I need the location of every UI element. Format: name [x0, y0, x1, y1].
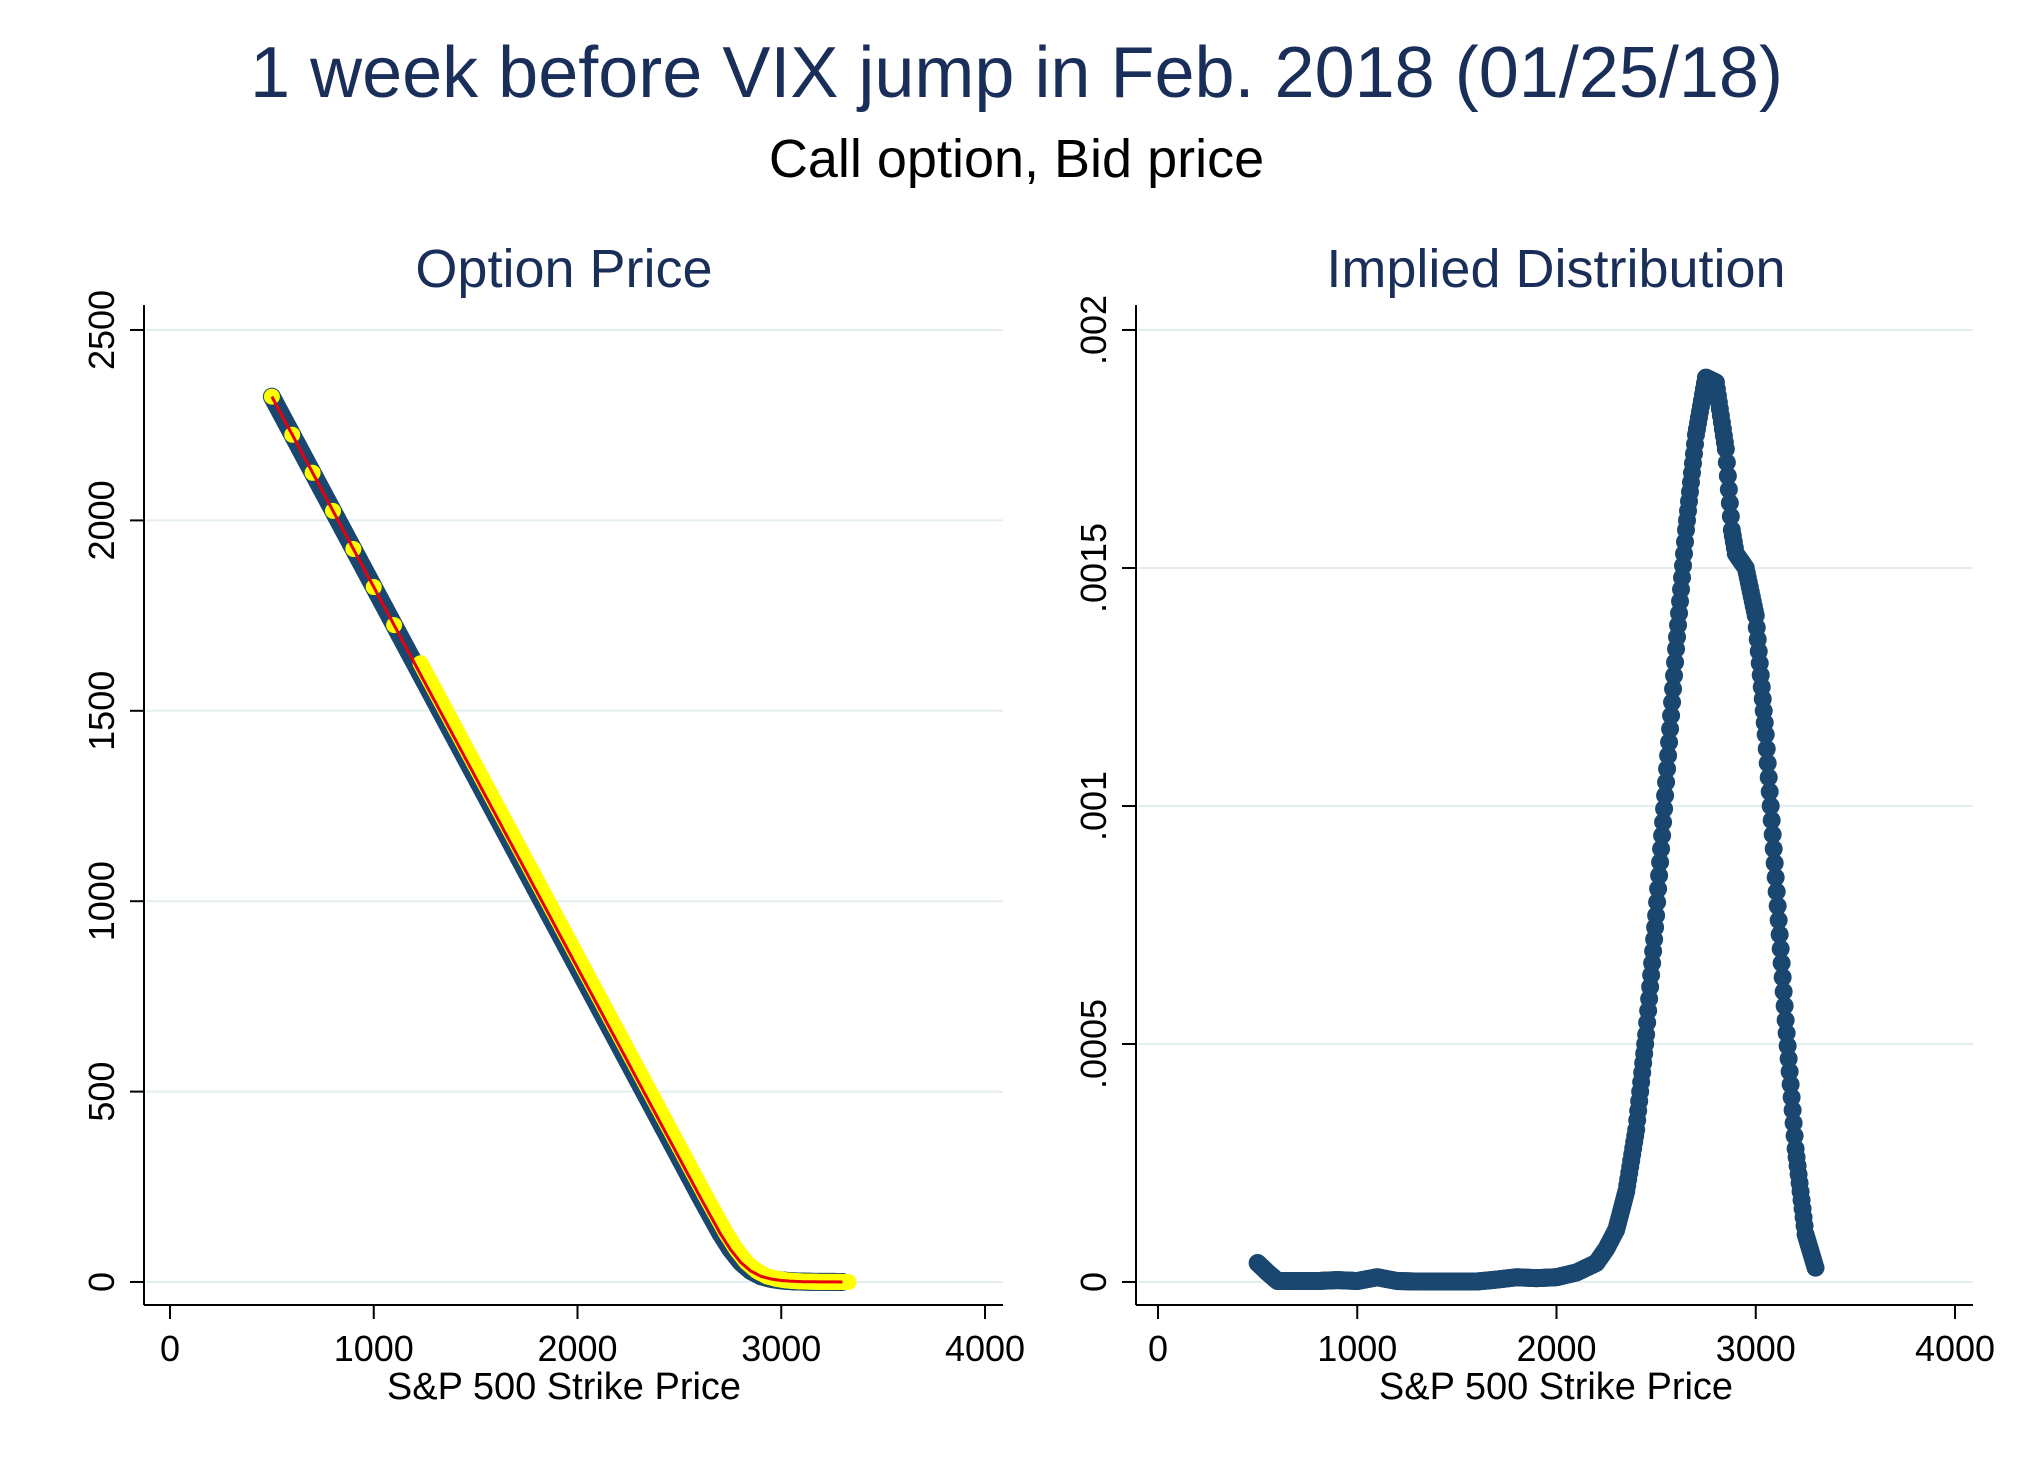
option-price-y-tick-label: 2500	[81, 290, 122, 370]
implied-distribution-point	[1662, 706, 1681, 725]
option-price-highlight	[263, 388, 857, 1290]
implied-distribution-point	[1785, 1126, 1804, 1145]
option-price-x-tick-label: 2000	[537, 1328, 617, 1369]
implied-distribution-point	[1773, 968, 1792, 987]
option-price-panel: Option Price S&P 500 Strike Price 0 1000 2…	[81, 239, 1025, 1408]
implied-distribution-panel: Implied Distribution S&P 500 Strike Pric…	[1073, 239, 1995, 1408]
implied-distribution-y-tick-label: .002	[1073, 295, 1114, 365]
implied-distribution-point	[1780, 1062, 1799, 1081]
option-price-x-tick-label: 1000	[334, 1328, 414, 1369]
option-price-markers	[262, 387, 852, 1291]
implied-distribution-point	[1771, 939, 1790, 958]
implied-distribution-point	[1759, 768, 1778, 787]
implied-distribution-point	[1761, 797, 1780, 815]
implied-distribution-point	[1766, 868, 1785, 887]
implied-distribution-point	[1721, 507, 1740, 526]
implied-distribution-point	[1653, 826, 1672, 845]
implied-distribution-point	[1777, 1024, 1796, 1043]
implied-distribution-point	[1717, 453, 1736, 472]
implied-distribution-x-tick-label: 2000	[1516, 1328, 1596, 1369]
implied-distribution-point	[1772, 954, 1791, 973]
implied-distribution-point	[1768, 896, 1787, 915]
option-price-y-tick-label: 1500	[81, 671, 122, 751]
option-price-y-tick-label: 2000	[81, 480, 122, 560]
implied-distribution-point	[1663, 693, 1682, 712]
implied-distribution-point	[1661, 719, 1680, 738]
option-price-x-tick-label: 0	[160, 1328, 180, 1369]
main-subtitle: Call option, Bid price	[768, 129, 1265, 189]
implied-distribution-point	[1781, 1075, 1800, 1094]
implied-distribution-x-tick-label: 1000	[1317, 1328, 1397, 1369]
implied-distribution-y-tick-label: 0	[1073, 1272, 1114, 1292]
implied-distribution-point	[1648, 893, 1667, 912]
option-price-highlight-point	[840, 1273, 857, 1290]
implied-distribution-point	[1783, 1101, 1802, 1120]
option-price-x-tick-label: 4000	[945, 1328, 1025, 1369]
implied-distribution-y-tick-label: .0015	[1073, 523, 1114, 613]
implied-distribution-point	[1719, 480, 1738, 499]
implied-distribution-y-tick-label: .0005	[1073, 999, 1114, 1089]
implied-distribution-point	[1760, 782, 1779, 801]
implied-distribution-point	[1776, 1011, 1795, 1030]
implied-distribution-y-tick-label: .001	[1073, 771, 1114, 841]
implied-distribution-title: Implied Distribution	[1326, 239, 1785, 299]
option-price-y-tick-label: 1000	[81, 861, 122, 941]
option-price-x-tick-label: 3000	[741, 1328, 821, 1369]
implied-distribution-point	[1775, 996, 1794, 1015]
implied-distribution-point	[1658, 759, 1677, 778]
implied-distribution-point	[1657, 773, 1676, 792]
implied-distribution-point	[1652, 839, 1671, 858]
implied-distribution-point	[1659, 746, 1678, 765]
implied-distribution-point	[1779, 1049, 1798, 1068]
implied-distribution-point	[1660, 733, 1679, 752]
implied-distribution-point	[1784, 1114, 1803, 1133]
option-price-x-axis-label: S&P 500 Strike Price	[387, 1366, 741, 1408]
implied-distribution-point	[1664, 679, 1683, 698]
implied-distribution-point	[1765, 854, 1784, 873]
implied-distribution-point	[1782, 1088, 1801, 1107]
implied-distribution-point	[1656, 786, 1675, 805]
option-price-y-tick-label: 0	[81, 1272, 122, 1292]
implied-distribution-point	[1720, 493, 1739, 512]
option-price-fit-line	[270, 395, 843, 1284]
implied-distribution-markers	[1248, 368, 1825, 1291]
implied-distribution-point	[1758, 754, 1777, 773]
implied-distribution-point	[1757, 739, 1776, 758]
implied-distribution-point	[1764, 839, 1783, 858]
implied-distribution-x-tick-label: 4000	[1915, 1328, 1995, 1369]
implied-distribution-point	[1666, 653, 1685, 672]
implied-distribution-point	[1767, 882, 1786, 901]
implied-distribution-point	[1770, 925, 1789, 944]
implied-distribution-point	[1774, 982, 1793, 1001]
implied-distribution-point	[1650, 866, 1669, 885]
option-price-title: Option Price	[415, 239, 712, 299]
implied-distribution-point	[1665, 666, 1684, 685]
implied-distribution-point	[1716, 440, 1735, 458]
implied-distribution-point	[1654, 813, 1673, 832]
implied-distribution-point	[1778, 1036, 1797, 1055]
implied-distribution-x-axis-label: S&P 500 Strike Price	[1379, 1366, 1733, 1408]
main-title: 1 week before VIX jump in Feb. 2018 (01/…	[250, 33, 1783, 113]
implied-distribution-point	[1756, 725, 1775, 744]
implied-distribution-point	[1769, 911, 1788, 930]
implied-distribution-point	[1718, 466, 1737, 485]
implied-distribution-point	[1655, 799, 1674, 818]
implied-distribution-point	[1763, 825, 1782, 844]
implied-distribution-point	[1806, 1258, 1825, 1277]
implied-distribution-point	[1647, 906, 1666, 925]
implied-distribution-point	[1762, 811, 1781, 830]
implied-distribution-point	[1651, 853, 1670, 872]
option-price-y-tick-label: 500	[81, 1062, 122, 1122]
implied-distribution-x-tick-label: 3000	[1716, 1328, 1796, 1369]
implied-distribution-point	[1649, 879, 1668, 898]
implied-distribution-x-tick-label: 0	[1148, 1328, 1168, 1369]
